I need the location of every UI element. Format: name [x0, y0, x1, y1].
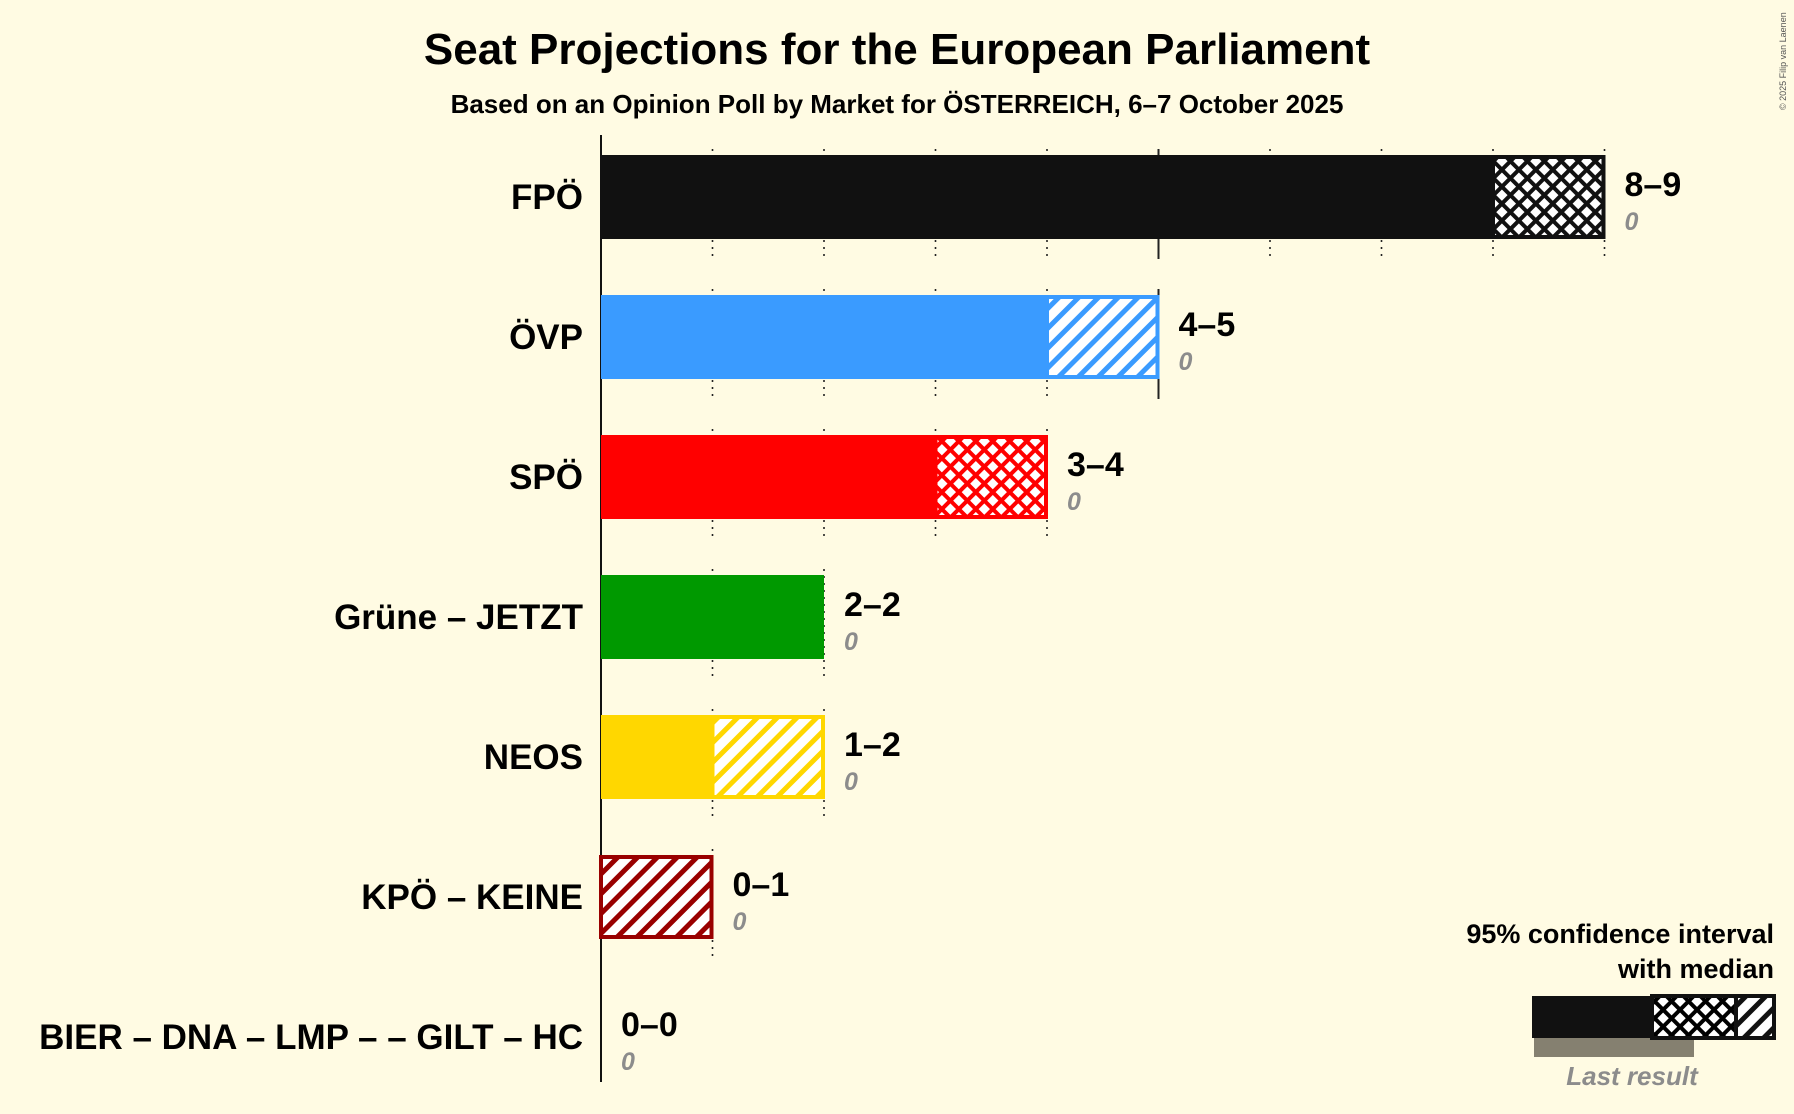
legend-ci-crosshatch: [1650, 994, 1738, 1040]
range-label-bier-dna-lmp-gilt-hc: 0–0: [621, 1006, 678, 1044]
legend-ci-solid: [1532, 996, 1652, 1038]
range-label-kp-keine: 0–1: [733, 866, 790, 904]
party-label-vp: ÖVP: [509, 318, 583, 357]
ci-bar-fp: [1491, 155, 1606, 239]
ci-bar-kp-keine: [599, 855, 714, 939]
bars: [599, 155, 1606, 939]
party-label-fp: FPÖ: [511, 178, 583, 217]
chart-title: Seat Projections for the European Parlia…: [424, 25, 1371, 74]
last-result-vp: 0: [1179, 348, 1193, 376]
party-label-neos: NEOS: [484, 738, 583, 777]
legend-ci-diagonal: [1734, 994, 1776, 1040]
bar-vp: [601, 295, 1047, 379]
legend-title-line2: with median: [1617, 954, 1774, 984]
last-result-sp: 0: [1067, 488, 1081, 516]
bar-neos: [601, 715, 713, 799]
last-result-gr-ne-jetzt: 0: [844, 628, 858, 656]
legend-last-result-label: Last result: [1566, 1061, 1699, 1091]
last-result-fp: 0: [1625, 208, 1639, 236]
party-label-sp: SPÖ: [509, 458, 583, 497]
party-label-bier-dna-lmp-gilt-hc: BIER – DNA – LMP – – GILT – HC: [39, 1018, 583, 1057]
ci-bar-neos: [710, 715, 825, 799]
legend: 95% confidence interval with median Last…: [1466, 919, 1776, 1091]
chart-subtitle: Based on an Opinion Poll by Market for Ö…: [451, 89, 1344, 119]
last-result-kp-keine: 0: [733, 908, 747, 936]
last-result-bier-dna-lmp-gilt-hc: 0: [621, 1048, 635, 1076]
bar-fp: [601, 155, 1493, 239]
ci-bar-vp: [1045, 295, 1160, 379]
range-label-fp: 8–9: [1625, 166, 1682, 204]
last-result-neos: 0: [844, 768, 858, 796]
legend-title-line1: 95% confidence interval: [1466, 919, 1774, 949]
bar-gr-ne-jetzt: [601, 575, 824, 659]
copyright-notice: © 2025 Filip van Laenen: [1778, 12, 1788, 110]
ci-bar-sp: [933, 435, 1048, 519]
party-label-kp-keine: KPÖ – KEINE: [361, 878, 583, 917]
range-label-vp: 4–5: [1179, 306, 1236, 344]
range-label-sp: 3–4: [1067, 446, 1124, 484]
party-label-gr-ne-jetzt: Grüne – JETZT: [334, 598, 583, 637]
labels: FPÖ 8–9 0 ÖVP 4–5 0 SPÖ 3–4 0 Grüne – JETZT 2–2 0 NE…: [39, 166, 1681, 1076]
bar-sp: [601, 435, 936, 519]
range-label-neos: 1–2: [844, 726, 901, 764]
range-label-gr-ne-jetzt: 2–2: [844, 586, 901, 624]
